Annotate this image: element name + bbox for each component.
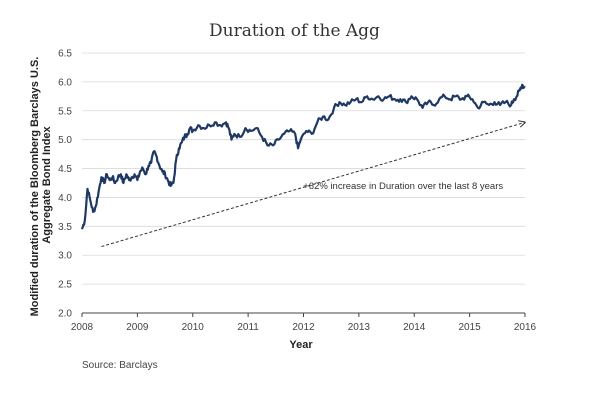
- y-tick-label: 4.5: [58, 164, 72, 175]
- x-tick-label: 2014: [403, 322, 426, 333]
- x-tick-label: 2008: [71, 322, 94, 333]
- y-tick-label: 6.0: [58, 77, 72, 88]
- y-axis-title-line-2: Aggregate Bond Index: [41, 125, 53, 243]
- series-layer: [80, 83, 526, 230]
- trend-arrow: [101, 122, 525, 248]
- y-tick-label: 2.5: [58, 280, 72, 291]
- duration-series-line: [80, 83, 526, 230]
- x-tick-label: 2013: [348, 322, 371, 333]
- x-axis-title: Year: [289, 339, 313, 351]
- x-tick-label: 2010: [182, 322, 205, 333]
- y-tick-label: 2.0: [58, 309, 72, 320]
- y-tick-label: 5.5: [58, 106, 72, 117]
- y-axis-title-line-1: Modified duration of the Bloomberg Barcl…: [29, 57, 41, 317]
- tick-labels: 2.0 2.5 3.0 3.5 4.0 4.5 5.0 5.5 6.0 6.5 2008 2009 20…: [58, 49, 536, 334]
- x-tick-label: 2011: [237, 322, 259, 333]
- x-tick-label: 2015: [459, 322, 482, 333]
- x-tick-label: 2016: [514, 322, 537, 333]
- y-tick-label: 3.0: [58, 251, 72, 262]
- x-tick-label: 2009: [126, 322, 149, 333]
- trend-annotation: +62% increase in Duration over the last …: [303, 181, 503, 192]
- x-tick-label: 2012: [292, 322, 315, 333]
- trend-layer: [101, 122, 525, 248]
- chart-title: Duration of the Agg: [209, 21, 380, 41]
- y-tick-label: 4.0: [58, 193, 72, 204]
- y-tick-label: 5.0: [58, 135, 72, 146]
- y-axis-title: Modified duration of the Bloomberg Barcl…: [29, 54, 53, 317]
- y-tick-label: 6.5: [58, 49, 72, 60]
- y-tick-label: 3.5: [58, 222, 72, 233]
- source-note: Source: Barclays: [82, 360, 158, 371]
